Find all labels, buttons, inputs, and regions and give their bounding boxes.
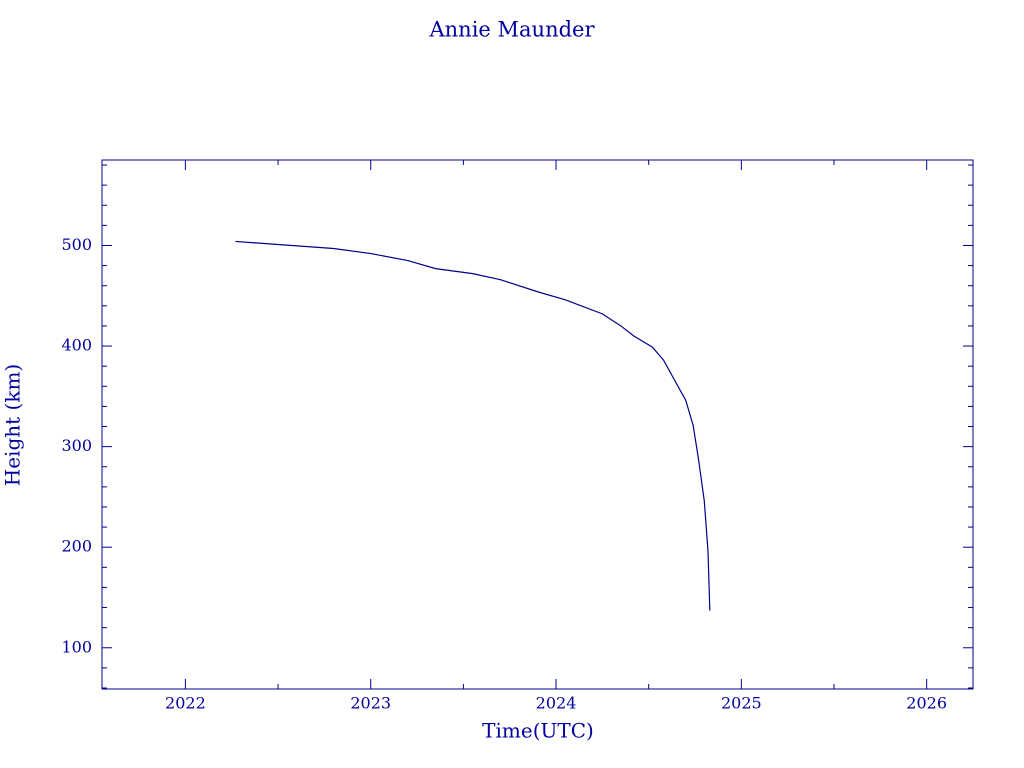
data-line (235, 240, 711, 611)
y-axis-label: Height (km) (1, 364, 25, 486)
x-tick-label: 2025 (721, 694, 762, 713)
x-tick-label: 2026 (906, 694, 947, 713)
plot-frame (101, 159, 974, 690)
y-tick-label: 100 (61, 637, 92, 656)
x-axis-label: Time(UTC) (482, 719, 594, 743)
x-tick-label: 2024 (536, 694, 577, 713)
y-tick-label: 400 (61, 336, 92, 355)
x-tick-label: 2022 (165, 694, 206, 713)
x-tick-label: 2023 (350, 694, 391, 713)
y-tick-label: 200 (61, 537, 92, 556)
y-tick-label: 300 (61, 436, 92, 455)
chart-title: Annie Maunder (428, 18, 595, 42)
y-tick-label: 500 (61, 235, 92, 254)
